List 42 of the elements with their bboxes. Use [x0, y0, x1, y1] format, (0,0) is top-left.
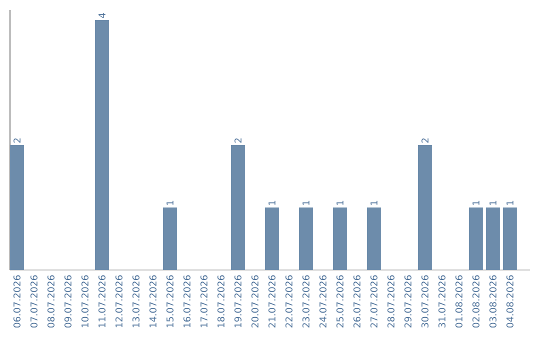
x-tick-label: 31.07.2026 — [438, 275, 446, 328]
x-tick-label: 02.08.2026 — [472, 275, 480, 328]
data-label: 1 — [302, 200, 310, 205]
data-label: 1 — [268, 200, 276, 205]
x-tick-label: 22.07.2026 — [285, 275, 292, 328]
x-tick-label: 26.07.2026 — [353, 275, 360, 328]
x-tick-label: 14.07.2026 — [149, 275, 156, 328]
x-tick-label: 09.07.2026 — [64, 275, 72, 328]
x-tick-label: 08.07.2026 — [47, 275, 54, 328]
data-label: 2 — [421, 138, 428, 143]
data-label: 1 — [336, 200, 344, 205]
x-tick-label: 27.07.2026 — [370, 275, 378, 328]
data-label: 2 — [14, 138, 20, 143]
x-tick-label: 19.07.2026 — [234, 275, 242, 328]
x-tick-label: 23.07.2026 — [302, 275, 310, 328]
x-tick-label: 25.07.2026 — [336, 275, 344, 328]
x-tick-label: 16.07.2026 — [183, 275, 190, 328]
data-label: 1 — [490, 200, 496, 205]
data-label: 1 — [472, 200, 480, 205]
x-tick-label: 11.07.2026 — [98, 275, 106, 328]
x-tick-label: 12.07.2026 — [115, 275, 122, 328]
x-tick-label: 15.07.2026 — [166, 275, 174, 328]
data-label: 4 — [98, 12, 106, 18]
x-tick-label: 17.07.2026 — [200, 275, 208, 328]
x-tick-label: 03.08.2026 — [489, 275, 496, 328]
x-tick-label: 06.07.2026 — [13, 275, 20, 328]
x-tick-label: 30.07.2026 — [421, 275, 428, 328]
x-tick-label: 13.07.2026 — [132, 275, 140, 328]
data-label: 1 — [166, 200, 174, 205]
x-tick-label: 20.07.2026 — [251, 275, 258, 328]
x-tick-label: 29.07.2026 — [404, 275, 412, 328]
x-tick-label: 10.07.2026 — [81, 275, 88, 328]
x-tick-label: 04.08.2026 — [506, 275, 514, 328]
x-tick-label: 21.07.2026 — [268, 275, 276, 328]
x-tick-label: 24.07.2026 — [319, 275, 326, 328]
data-label: 2 — [234, 138, 242, 143]
x-tick-label: 01.08.2026 — [455, 275, 462, 328]
data-label: 1 — [370, 200, 378, 205]
data-label: 1 — [506, 200, 514, 205]
x-tick-label: 18.07.2026 — [217, 275, 224, 328]
x-tick-label: 28.07.2026 — [387, 275, 394, 328]
x-tick-label: 07.07.2026 — [30, 275, 38, 328]
